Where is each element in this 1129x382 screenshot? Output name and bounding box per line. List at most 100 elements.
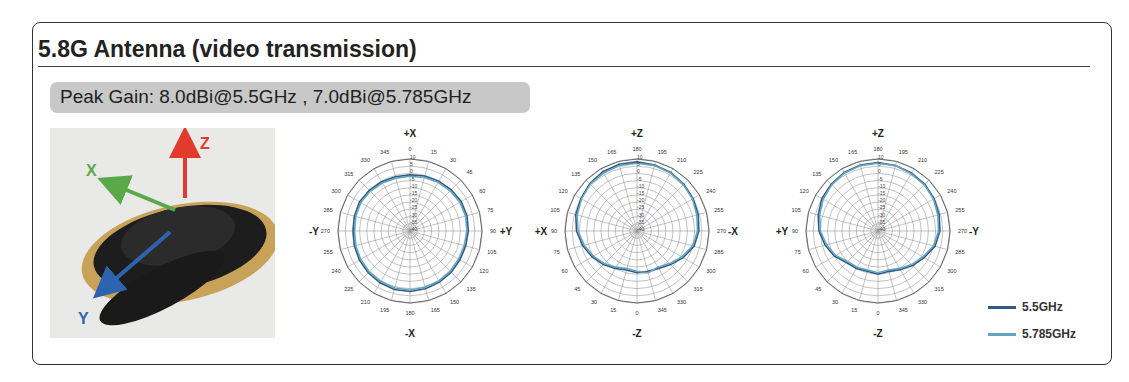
svg-text:5: 5 (878, 161, 881, 167)
svg-text:300: 300 (947, 268, 956, 274)
svg-text:75: 75 (554, 249, 560, 255)
svg-text:255: 255 (955, 207, 964, 213)
svg-text:-15: -15 (878, 190, 885, 196)
svg-text:90: 90 (490, 228, 496, 234)
svg-text:75: 75 (795, 249, 801, 255)
svg-text:-40: -40 (410, 226, 417, 232)
svg-text:30: 30 (832, 299, 838, 305)
svg-text:45: 45 (467, 169, 473, 175)
svg-text:330: 330 (918, 299, 927, 305)
svg-text:X: X (86, 162, 97, 179)
svg-text:60: 60 (803, 268, 809, 274)
svg-text:Y: Y (78, 310, 89, 327)
svg-text:60: 60 (479, 188, 485, 194)
svg-text:-5: -5 (410, 176, 415, 182)
svg-text:210: 210 (677, 157, 686, 163)
svg-text:-25: -25 (410, 204, 417, 210)
svg-text:165: 165 (848, 149, 857, 155)
svg-text:-20: -20 (637, 197, 644, 203)
svg-text:10: 10 (878, 154, 884, 160)
svg-text:150: 150 (588, 157, 597, 163)
svg-text:-10: -10 (637, 183, 644, 189)
svg-text:5: 5 (410, 161, 413, 167)
svg-text:30: 30 (591, 299, 597, 305)
svg-text:-30: -30 (878, 212, 885, 218)
svg-text:150: 150 (829, 157, 838, 163)
svg-text:255: 255 (714, 207, 723, 213)
svg-text:180: 180 (405, 310, 414, 316)
svg-text:15: 15 (431, 149, 437, 155)
svg-text:165: 165 (607, 149, 616, 155)
svg-text:Z: Z (200, 135, 210, 152)
svg-text:0: 0 (637, 168, 640, 174)
svg-text:-15: -15 (410, 190, 417, 196)
svg-text:240: 240 (947, 188, 956, 194)
svg-text:0: 0 (408, 146, 411, 152)
svg-text:315: 315 (694, 286, 703, 292)
svg-text:-25: -25 (637, 204, 644, 210)
svg-text:120: 120 (800, 188, 809, 194)
svg-text:195: 195 (658, 149, 667, 155)
svg-text:345: 345 (658, 307, 667, 313)
svg-text:-40: -40 (637, 226, 644, 232)
svg-text:300: 300 (332, 188, 341, 194)
svg-text:-40: -40 (878, 226, 885, 232)
svg-text:300: 300 (706, 268, 715, 274)
svg-text:210: 210 (361, 299, 370, 305)
svg-text:285: 285 (714, 249, 723, 255)
svg-text:5: 5 (637, 161, 640, 167)
svg-text:-20: -20 (878, 197, 885, 203)
svg-text:10: 10 (637, 154, 643, 160)
svg-text:330: 330 (361, 157, 370, 163)
svg-text:-30: -30 (410, 212, 417, 218)
svg-text:-10: -10 (410, 183, 417, 189)
svg-text:150: 150 (450, 299, 459, 305)
svg-text:195: 195 (899, 149, 908, 155)
svg-text:225: 225 (694, 169, 703, 175)
svg-text:0: 0 (635, 310, 638, 316)
svg-text:225: 225 (935, 169, 944, 175)
svg-text:180: 180 (873, 146, 882, 152)
svg-text:270: 270 (958, 228, 967, 234)
svg-text:135: 135 (467, 286, 476, 292)
svg-text:345: 345 (899, 307, 908, 313)
svg-text:315: 315 (344, 171, 353, 177)
svg-text:345: 345 (380, 149, 389, 155)
svg-text:135: 135 (812, 171, 821, 177)
svg-text:240: 240 (706, 188, 715, 194)
svg-text:0: 0 (878, 168, 881, 174)
svg-text:15: 15 (610, 307, 616, 313)
svg-text:-5: -5 (878, 176, 883, 182)
svg-text:105: 105 (551, 207, 560, 213)
svg-text:0: 0 (876, 310, 879, 316)
svg-text:-30: -30 (637, 212, 644, 218)
svg-text:15: 15 (851, 307, 857, 313)
svg-text:330: 330 (677, 299, 686, 305)
svg-text:-20: -20 (410, 197, 417, 203)
svg-text:-10: -10 (878, 183, 885, 189)
svg-text:255: 255 (324, 249, 333, 255)
svg-text:270: 270 (717, 228, 726, 234)
svg-text:240: 240 (332, 268, 341, 274)
svg-text:105: 105 (487, 249, 496, 255)
svg-text:135: 135 (571, 171, 580, 177)
svg-text:285: 285 (324, 207, 333, 213)
svg-text:210: 210 (918, 157, 927, 163)
svg-text:0: 0 (410, 168, 413, 174)
svg-text:165: 165 (431, 307, 440, 313)
svg-text:-15: -15 (637, 190, 644, 196)
svg-text:60: 60 (562, 268, 568, 274)
svg-text:195: 195 (380, 307, 389, 313)
svg-text:90: 90 (551, 228, 557, 234)
svg-text:120: 120 (559, 188, 568, 194)
svg-text:105: 105 (792, 207, 801, 213)
svg-text:225: 225 (344, 286, 353, 292)
svg-text:-35: -35 (410, 219, 417, 225)
svg-text:90: 90 (792, 228, 798, 234)
svg-text:45: 45 (815, 286, 821, 292)
svg-text:-35: -35 (878, 219, 885, 225)
svg-text:-35: -35 (637, 219, 644, 225)
svg-text:30: 30 (450, 157, 456, 163)
svg-text:45: 45 (574, 286, 580, 292)
svg-text:75: 75 (487, 207, 493, 213)
